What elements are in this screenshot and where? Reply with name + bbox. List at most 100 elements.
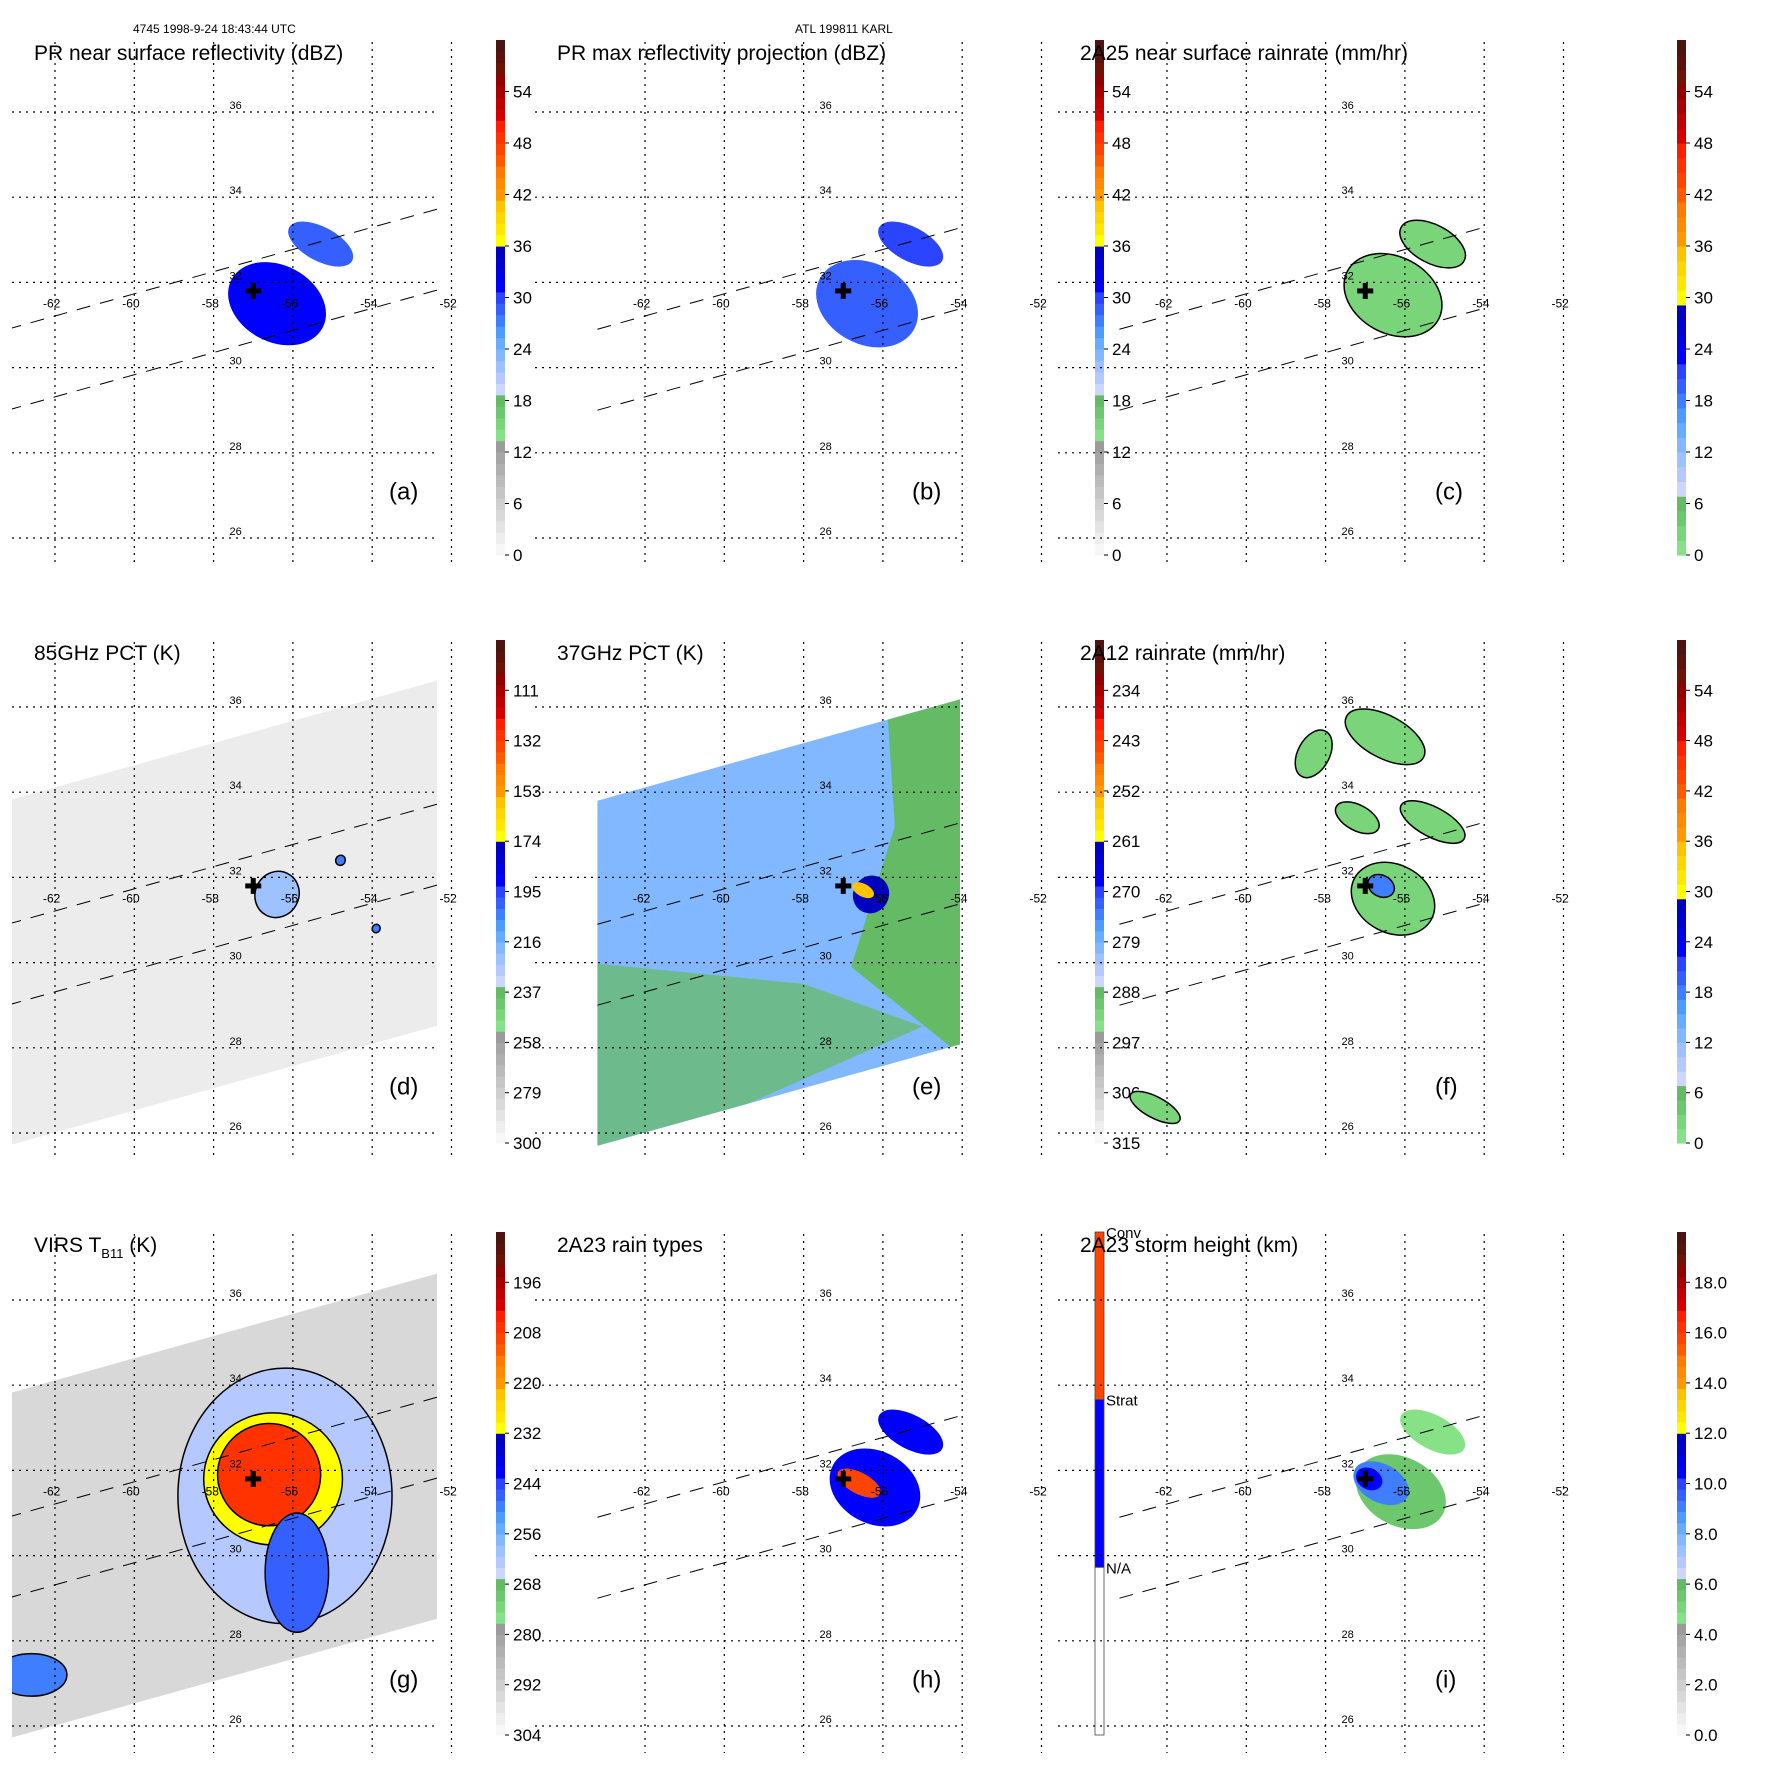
- colorbar-swatch: [1095, 852, 1104, 865]
- colorbar-swatch: [1677, 275, 1686, 291]
- colorbar-swatch: [1095, 211, 1104, 224]
- lat-tick-label: 28: [819, 1629, 831, 1641]
- panel-title: VIRS TB11 (K): [34, 1234, 157, 1261]
- swath-north-edge: [1119, 822, 1483, 925]
- colorbar-swatch: [1095, 1131, 1104, 1144]
- lat-tick-label: 34: [819, 1373, 831, 1385]
- lat-tick-label: 34: [229, 1373, 241, 1385]
- colorbar-swatch: [496, 1723, 505, 1736]
- colorbar-swatch: [496, 40, 505, 53]
- swath-north-edge: [1119, 227, 1483, 330]
- feature-northeast-stratiform: [878, 1409, 944, 1455]
- colorbar-tick-label: 4.0: [1694, 1625, 1718, 1644]
- colorbar-swatch: [1677, 1343, 1686, 1356]
- feature-northeast-band: [878, 221, 944, 267]
- title-subscript: B11: [101, 1246, 123, 1261]
- panel-label: (d): [389, 1074, 418, 1101]
- colorbar-swatch: [1677, 1477, 1686, 1490]
- lat-tick-label: 36: [229, 100, 241, 112]
- lon-tick-label: -62: [1155, 297, 1173, 311]
- colorbar-swatch: [496, 177, 505, 190]
- colorbar-swatch: [1677, 84, 1686, 100]
- colorbar-swatch: [496, 165, 505, 178]
- feature-east-cells: [1029, 1395, 1070, 1444]
- colorbar-swatch: [1677, 1042, 1686, 1058]
- colorbar-swatch: [1095, 188, 1104, 201]
- colorbar-swatch: [1677, 98, 1686, 115]
- colorbar-swatch: [1677, 798, 1686, 814]
- colorbar-swatch: [1677, 1723, 1686, 1736]
- lat-tick-label: 32: [819, 1458, 831, 1470]
- colorbar-swatch: [1095, 885, 1104, 898]
- colorbar-tick-label: 244: [513, 1475, 541, 1494]
- colorbar-tick-label: 8.0: [1694, 1525, 1718, 1544]
- lon-tick-label: -58: [792, 1485, 810, 1499]
- lon-tick-label: -54: [360, 297, 378, 311]
- colorbar-swatch: [1095, 497, 1104, 510]
- lon-tick-label: -52: [1552, 297, 1570, 311]
- lat-tick-label: 34: [1341, 1373, 1353, 1385]
- colorbar-swatch: [1095, 975, 1104, 988]
- colorbar-swatch: [1677, 334, 1686, 350]
- colorbar-swatch: [496, 640, 505, 652]
- colorbar-swatch: [1095, 326, 1104, 339]
- colorbar-swatch: [496, 1254, 505, 1267]
- colorbar-swatch: [1677, 1410, 1686, 1423]
- colorbar-tick-label: 208: [513, 1324, 541, 1343]
- lat-tick-label: 32: [1341, 270, 1353, 282]
- panel-title: 37GHz PCT (K): [557, 642, 704, 665]
- panel-title: 2A23 rain types: [557, 1234, 703, 1257]
- colorbar-swatch: [1095, 684, 1104, 697]
- tmi-swath-background: [12, 680, 437, 1145]
- colorbar-tick-label: 304: [513, 1726, 541, 1745]
- colorbar-swatch: [1677, 1287, 1686, 1300]
- colorbar-swatch: [496, 885, 505, 898]
- panel-b: 36 34 32 30 28 26 -62 -60 -58 -56 -54 -52 PR max ref…: [535, 40, 1131, 566]
- colorbar-tick-label: 237: [513, 983, 541, 1002]
- colorbar-swatch: [1677, 769, 1686, 785]
- colorbar-swatch: [496, 1612, 505, 1624]
- map-area: [597, 221, 960, 411]
- colorbar-swatch: [496, 695, 505, 708]
- colorbar-swatch: [1095, 1020, 1104, 1032]
- colorbar-swatch: [496, 796, 505, 809]
- panel-label: (g): [389, 1667, 418, 1694]
- colorbar-swatch: [496, 1287, 505, 1300]
- colorbar-swatch: [496, 718, 505, 731]
- colorbar-tick-label: 220: [513, 1374, 541, 1393]
- colorbar-swatch: [496, 1679, 505, 1691]
- colorbar-swatch: [1677, 1544, 1686, 1557]
- colorbar-swatch: [1677, 927, 1686, 943]
- colorbar-tick-label: 18.0: [1694, 1273, 1727, 1292]
- colorbar-swatch: [1095, 383, 1104, 396]
- colorbar-swatch: [1677, 1701, 1686, 1714]
- colorbar-swatch: [1095, 751, 1104, 764]
- colorbar-swatch: [496, 863, 505, 876]
- feature-small-cell-se: [371, 923, 381, 934]
- colorbar-swatch: [1677, 1399, 1686, 1412]
- panel-label: (c): [1435, 479, 1463, 506]
- colorbar-tick-label: 42: [513, 186, 532, 205]
- colorbar-tick-label: 196: [513, 1273, 541, 1292]
- colorbar-swatch: [496, 1075, 505, 1088]
- colorbar-swatch: [1677, 304, 1686, 321]
- colorbar-swatch: [1677, 187, 1686, 203]
- swath-south-edge: [1119, 1496, 1483, 1599]
- lon-tick-label: -56: [281, 892, 299, 906]
- colorbar-swatch: [496, 360, 505, 373]
- colorbar-tick-label: 24: [1112, 340, 1131, 359]
- colorbar-swatch: [1095, 707, 1104, 719]
- colorbar-swatch: [496, 1578, 505, 1591]
- colorbar-swatch: [496, 74, 505, 87]
- lat-tick-label: 28: [229, 441, 241, 453]
- lon-tick-label: -60: [712, 892, 730, 906]
- lon-tick-label: -52: [440, 892, 458, 906]
- colorbar-swatch: [1095, 349, 1104, 362]
- lon-tick-label: -52: [1552, 892, 1570, 906]
- colorbar-swatch: [1095, 474, 1104, 487]
- lat-tick-label: 34: [1341, 780, 1353, 792]
- colorbar-swatch: [1095, 108, 1104, 121]
- colorbar-swatch: [1095, 257, 1104, 270]
- colorbar-swatch: [1677, 1114, 1686, 1130]
